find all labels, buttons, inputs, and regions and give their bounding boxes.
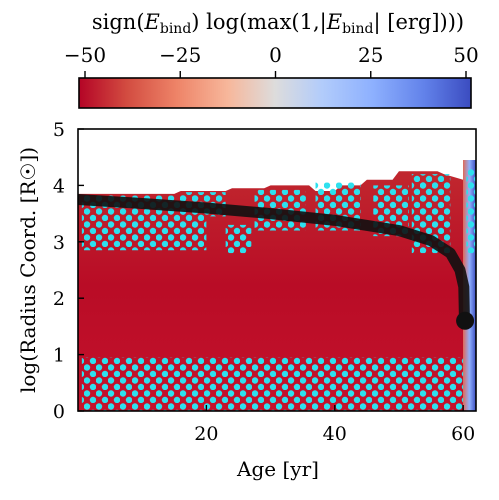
colorbar-tick-labels: −50 −25 0 25 50 [64,43,479,67]
radius-track-line [78,194,470,326]
y-axis-ticks: 0 1 2 3 4 5 [53,119,84,423]
x-tick-label-60: 60 [451,423,475,445]
endpoint-marker [456,311,475,330]
colorbar-tick-label-2: 0 [269,43,282,67]
x-axis-label: Age [yr] [236,457,319,481]
x-tick-label-40: 40 [323,423,347,445]
convective-zone-8 [81,357,464,411]
plot-area [78,160,476,411]
convective-zone-1 [225,224,252,254]
convective-zone-7 [466,168,476,254]
y-tick-label-0: 0 [53,401,65,423]
y-tick-label-2: 2 [53,288,65,310]
convective-zones [81,168,476,411]
colorbar [78,77,472,109]
y-tick-label-3: 3 [53,232,65,254]
y-tick-label-4: 4 [53,175,65,197]
colorbar-ticks [84,71,467,78]
colorbar-tick-label-3: 25 [358,43,383,67]
colorbar-title: sign(Ebind) log(max(1,|Ebind| [erg]))) [92,10,464,37]
colorbar-tick-label-4: 50 [453,43,478,67]
y-tick-label-1: 1 [53,345,65,367]
x-tick-label-20: 20 [194,423,218,445]
x-axis-ticks: 20 40 60 [194,405,475,445]
y-axis-label: log(Radius Coord. [R☉]) [16,147,40,393]
y-tick-label-5: 5 [53,119,65,141]
plot-frame [77,128,477,412]
colorbar-tick-label-1: −25 [159,43,201,67]
colorbar-tick-label-0: −50 [64,43,106,67]
